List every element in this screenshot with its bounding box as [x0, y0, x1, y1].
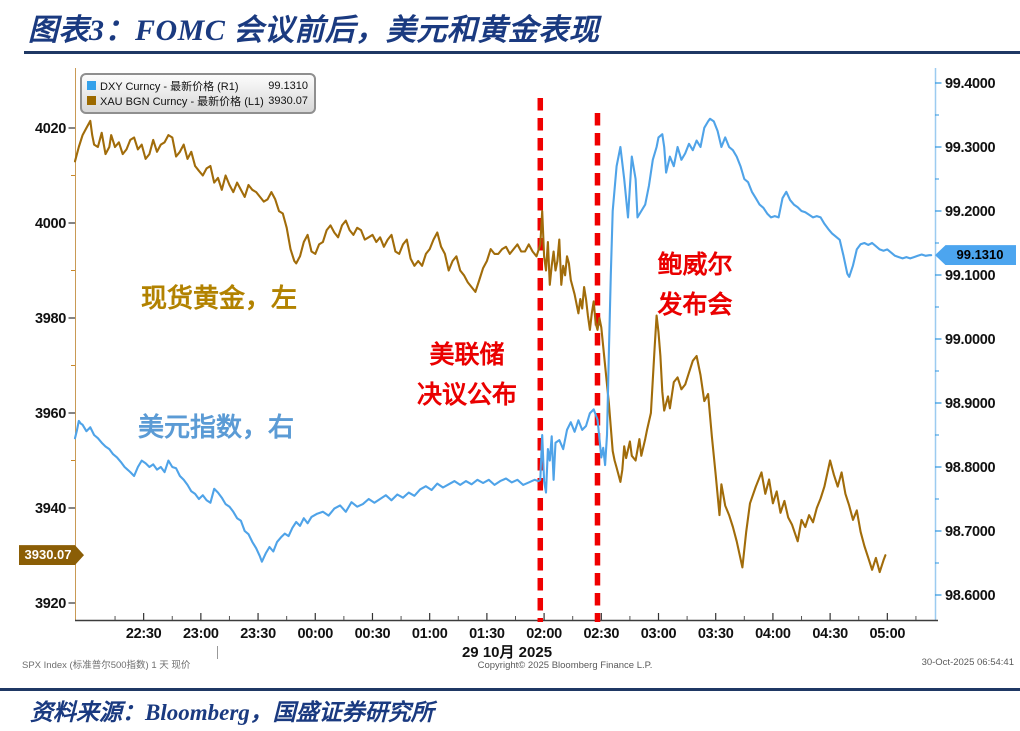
xau-legend-swatch: [87, 96, 96, 105]
powell-annotation-line2: 发布会: [657, 291, 733, 319]
left-axis-tick-label: 3940: [35, 501, 66, 517]
x-axis-tick-label: 05:00: [870, 626, 906, 642]
dxy-legend-label: DXY Curncy - 最新价格 (R1): [100, 80, 239, 93]
left-axis-tick-label: 4000: [35, 216, 66, 232]
x-axis-tick-label: 01:30: [469, 626, 505, 642]
x-axis-tick-label: 02:30: [584, 626, 620, 642]
x-axis-tick-label: 04:00: [755, 626, 791, 642]
x-axis-tick-label: 04:30: [812, 626, 848, 642]
x-axis-tick-label: 03:30: [698, 626, 734, 642]
right-axis-tick-label: 98.7000: [945, 524, 996, 540]
title-divider: [24, 51, 1020, 54]
dxy-series-label: 美元指数，右: [138, 412, 295, 442]
left-axis-tick-label: 3960: [35, 406, 66, 422]
chart-footer-divider: [217, 646, 218, 659]
dxy-legend-value: 99.1310: [268, 79, 308, 92]
x-axis-tick-label: 00:00: [297, 626, 333, 642]
x-axis-date-label: 29 10月 2025: [461, 644, 553, 661]
left-axis-tick-label: 3980: [35, 311, 66, 327]
right-axis-tick-label: 99.2000: [945, 204, 996, 220]
legend-row-xau: XAU BGN Curncy - 最新价格 (L1) 3930.07: [87, 93, 308, 108]
xau-legend-label: XAU BGN Curncy - 最新价格 (L1): [100, 95, 264, 108]
x-axis-tick-label: 23:30: [240, 626, 276, 642]
right-axis-tick-label: 98.9000: [945, 396, 996, 412]
x-axis-tick-label: 02:00: [526, 626, 562, 642]
x-axis-tick-label: 03:00: [641, 626, 677, 642]
x-axis-tick-label: 22:30: [126, 626, 162, 642]
dxy-price-line: [73, 117, 933, 563]
chart-legend: DXY Curncy - 最新价格 (R1) 99.1310 XAU BGN C…: [80, 73, 316, 114]
powell-annotation: 鲍威尔 发布会: [628, 245, 762, 325]
dxy-legend-swatch: [87, 81, 96, 90]
dxy-last-price-badge: 99.1310: [935, 245, 1016, 266]
chart-footer-copyright: Copyright© 2025 Bloomberg Finance L.P.: [477, 660, 653, 671]
chart-footer-timestamp: 30-Oct-2025 06:54:41: [921, 657, 1014, 668]
fomc-annotation-line1: 美联储: [429, 341, 505, 369]
xau-legend-value: 3930.07: [268, 94, 308, 107]
fomc-annotation-line2: 决议公布: [416, 381, 517, 409]
fomc-annotation: 美联储 决议公布: [400, 335, 534, 415]
right-axis-tick-label: 99.3000: [945, 140, 996, 156]
gold-last-price-badge: 3930.07: [19, 545, 84, 566]
legend-row-dxy: DXY Curncy - 最新价格 (R1) 99.1310: [87, 78, 308, 93]
page-title: 图表3：FOMC 会议前后，美元和黄金表现: [28, 14, 600, 47]
right-axis-tick-label: 99.0000: [945, 332, 996, 348]
chart-footer-security: SPX Index (标准普尔500指数) 1 天 现价: [22, 660, 191, 671]
gold-series-label: 现货黄金，左: [141, 283, 298, 313]
gold-price-line: [73, 119, 887, 574]
left-axis-tick-label: 3920: [35, 596, 66, 612]
right-axis-tick-label: 98.8000: [945, 460, 996, 476]
x-axis-tick-label: 23:00: [183, 626, 219, 642]
x-axis-tick-label: 00:30: [355, 626, 391, 642]
right-axis-tick-label: 99.1000: [945, 268, 996, 284]
x-axis-tick-label: 01:00: [412, 626, 448, 642]
powell-annotation-line1: 鲍威尔: [657, 251, 733, 279]
right-axis-tick-label: 98.6000: [945, 588, 996, 604]
footer-divider-rule: [0, 688, 1020, 691]
source-line: 资料来源：Bloomberg，国盛证券研究所: [30, 700, 434, 725]
left-axis-tick-label: 4020: [35, 121, 66, 137]
right-axis-tick-label: 99.4000: [945, 76, 996, 92]
